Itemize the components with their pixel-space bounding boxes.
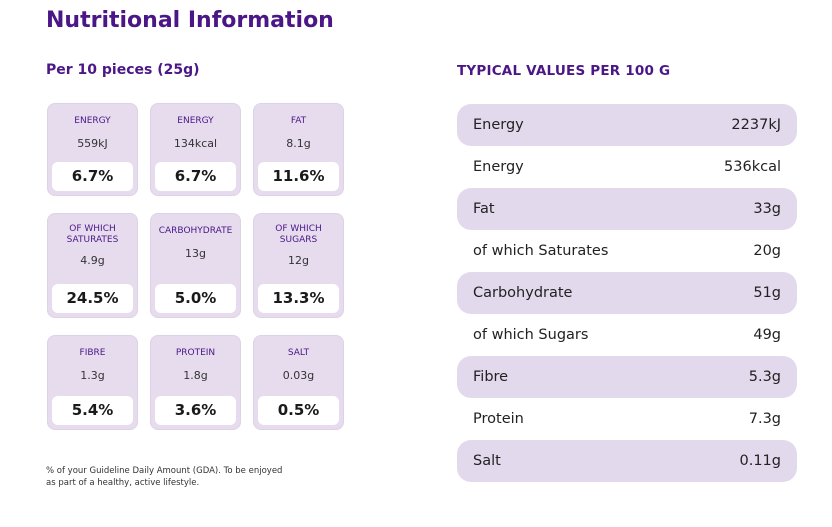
tile-label: ENERGY — [74, 116, 111, 126]
gda-tile: SALT 0.03g 0.5% — [253, 335, 344, 430]
tile-amount: 134kcal — [173, 137, 218, 150]
tile-label: FIBRE — [79, 348, 106, 358]
tile-label: ENERGY — [177, 116, 214, 126]
nutrient-name: Fibre — [473, 369, 509, 385]
tile-label: SALT — [287, 348, 310, 358]
nutrient-value: 0.11g — [739, 453, 782, 469]
tile-percent: 6.7% — [155, 162, 236, 191]
tile-amount: 13g — [185, 247, 206, 260]
tile-label: PROTEIN — [175, 348, 216, 358]
nutrient-name: of which Sugars — [473, 327, 589, 343]
nutrient-name: Salt — [473, 453, 501, 469]
nutrient-name: Fat — [473, 201, 495, 217]
nutrition-row: of which Saturates 20g — [457, 230, 797, 272]
tile-percent: 11.6% — [258, 162, 339, 191]
nutrient-value: 536kcal — [724, 159, 781, 175]
nutrient-name: Protein — [473, 411, 524, 427]
nutrition-row: Energy 2237kJ — [457, 104, 797, 146]
nutrition-row: Carbohydrate 51g — [457, 272, 797, 314]
gda-tile: OF WHICH SATURATES 4.9g 24.5% — [47, 213, 138, 318]
nutrient-value: 49g — [753, 327, 781, 343]
tile-amount: 559kJ — [77, 137, 108, 150]
nutrition-row: Energy 536kcal — [457, 146, 797, 188]
nutrition-row: Fibre 5.3g — [457, 356, 797, 398]
tile-percent: 13.3% — [258, 284, 339, 313]
page-title: Nutritional Information — [46, 8, 334, 33]
gda-tile: ENERGY 134kcal 6.7% — [150, 103, 241, 196]
tile-percent: 0.5% — [258, 396, 339, 425]
tile-percent: 5.0% — [155, 284, 236, 313]
tile-label: OF WHICH SATURATES — [66, 224, 119, 245]
gda-tile: OF WHICH SUGARS 12g 13.3% — [253, 213, 344, 318]
nutrient-name: Energy — [473, 159, 524, 175]
gda-footnote: % of your Guideline Daily Amount (GDA). … — [46, 466, 283, 488]
tile-label: OF WHICH SUGARS — [275, 224, 322, 245]
tile-percent: 3.6% — [155, 396, 236, 425]
tile-percent: 5.4% — [52, 396, 133, 425]
nutrition-row: of which Sugars 49g — [457, 314, 797, 356]
nutrient-name: Energy — [473, 117, 524, 133]
per-100g-heading: TYPICAL VALUES PER 100 G — [457, 63, 671, 79]
tile-amount: 1.3g — [80, 369, 105, 382]
tile-amount: 0.03g — [282, 369, 315, 382]
nutrient-value: 2237kJ — [731, 117, 781, 133]
tile-label: FAT — [290, 116, 307, 126]
nutrition-row: Protein 7.3g — [457, 398, 797, 440]
gda-tile: PROTEIN 1.8g 3.6% — [150, 335, 241, 430]
tile-percent: 6.7% — [52, 162, 133, 191]
nutrition-row: Salt 0.11g — [457, 440, 797, 482]
nutrient-name: Carbohydrate — [473, 285, 573, 301]
gda-tile: CARBOHYDRATE 13g 5.0% — [150, 213, 241, 318]
nutrient-value: 7.3g — [748, 411, 781, 427]
nutrition-row: Fat 33g — [457, 188, 797, 230]
tile-label: CARBOHYDRATE — [158, 226, 233, 236]
tile-amount: 12g — [288, 254, 309, 267]
gda-tile: FAT 8.1g 11.6% — [253, 103, 344, 196]
gda-tile: ENERGY 559kJ 6.7% — [47, 103, 138, 196]
nutrient-value: 33g — [753, 201, 781, 217]
tile-amount: 8.1g — [286, 137, 311, 150]
gda-tile: FIBRE 1.3g 5.4% — [47, 335, 138, 430]
tile-amount: 4.9g — [80, 254, 105, 267]
nutrient-value: 51g — [753, 285, 781, 301]
tile-percent: 24.5% — [52, 284, 133, 313]
nutrient-value: 20g — [753, 243, 781, 259]
nutrient-value: 5.3g — [748, 369, 781, 385]
nutrient-name: of which Saturates — [473, 243, 609, 259]
per-portion-heading: Per 10 pieces (25g) — [46, 62, 200, 78]
tile-amount: 1.8g — [183, 369, 208, 382]
